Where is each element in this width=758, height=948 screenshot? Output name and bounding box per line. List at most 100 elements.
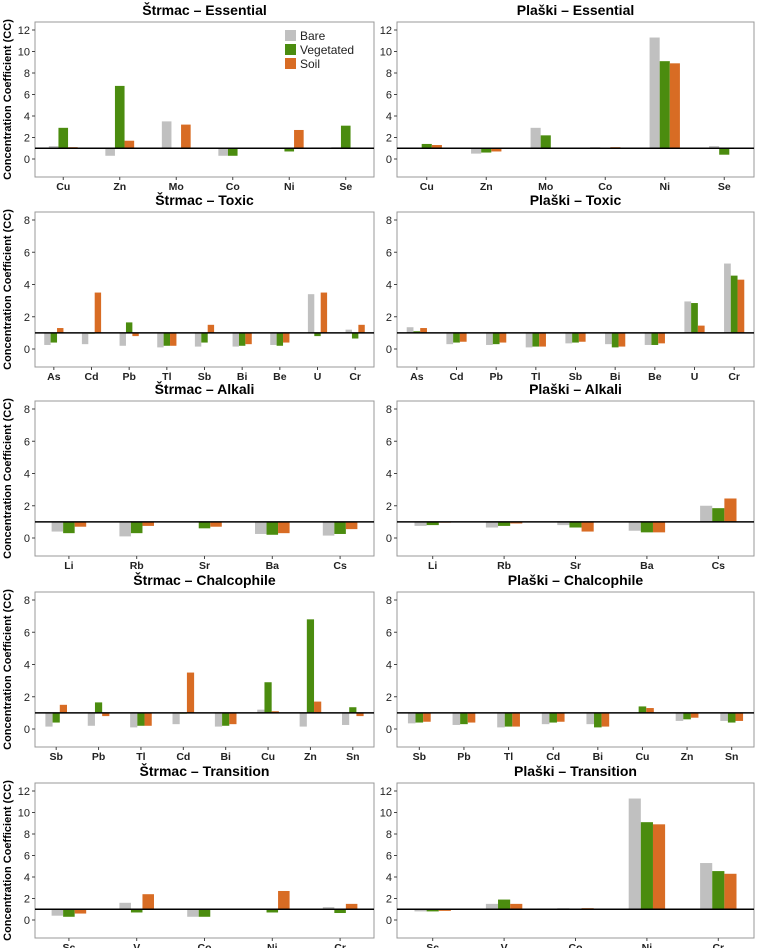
panel-6: Štrmac – Chalcophile 0 2 4 6 8 Concentration C… bbox=[2, 571, 375, 763]
y-tick-label: 2 bbox=[24, 692, 30, 704]
panel-frame bbox=[34, 400, 375, 557]
x-tick-label: As bbox=[47, 371, 61, 383]
bar-soil-u bbox=[697, 325, 705, 333]
bar-vegetated-tl bbox=[532, 332, 540, 347]
bar-vegetated-se bbox=[719, 148, 730, 155]
panel-title: Štrmac – Essential bbox=[142, 1, 267, 18]
bar-bare-cu bbox=[48, 146, 59, 149]
bar-bare-v bbox=[119, 902, 131, 910]
x-tick-label: Cu bbox=[635, 751, 649, 763]
bar-vegetated-zn bbox=[306, 619, 315, 713]
y-tick-label: 2 bbox=[386, 894, 392, 906]
bar-soil-zn bbox=[690, 712, 699, 718]
y-tick-label: 8 bbox=[386, 68, 392, 80]
y-tick-label: 2 bbox=[386, 133, 392, 145]
bar-soil-sr bbox=[210, 521, 222, 527]
bar-bare-zn bbox=[471, 148, 482, 154]
bar-soil-rb bbox=[510, 521, 523, 524]
bar-soil-tl bbox=[512, 712, 520, 727]
panel-title: Plaški – Chalcophile bbox=[508, 572, 644, 588]
bar-vegetated-li bbox=[63, 521, 75, 534]
bar-vegetated-bi bbox=[611, 332, 619, 348]
y-tick-label: 6 bbox=[24, 851, 30, 863]
y-axis-title: Concentration Coefficient (CC) bbox=[2, 19, 14, 180]
y-tick-label: 2 bbox=[24, 133, 30, 145]
bar-vegetated-tl bbox=[163, 332, 171, 346]
bar-bare-cs bbox=[700, 505, 713, 522]
x-tick-label: Ni bbox=[267, 942, 278, 948]
bar-soil-tl bbox=[170, 332, 177, 346]
bar-bare-u bbox=[307, 294, 315, 333]
bar-soil-cr bbox=[737, 279, 745, 333]
panel-frame bbox=[396, 782, 755, 939]
bar-soil-pb bbox=[102, 712, 110, 717]
y-tick-label: 10 bbox=[380, 808, 392, 820]
y-tick-label: 6 bbox=[24, 627, 30, 639]
bar-bare-cr bbox=[345, 329, 352, 333]
x-tick-label: Sr bbox=[199, 560, 210, 572]
panel-title: Plaški – Toxic bbox=[530, 192, 622, 208]
y-tick-label: 2 bbox=[24, 312, 30, 324]
x-tick-label: Tl bbox=[531, 371, 540, 383]
bar-bare-bi bbox=[214, 712, 223, 727]
bar-vegetated-co bbox=[227, 148, 238, 156]
bar-bare-pb bbox=[452, 712, 461, 725]
bar-bare-sr bbox=[557, 521, 570, 526]
bar-soil-cd bbox=[459, 332, 467, 342]
x-tick-label: Mo bbox=[538, 181, 553, 193]
bar-vegetated-ni bbox=[284, 148, 295, 152]
y-tick-label: 8 bbox=[24, 829, 30, 841]
y-tick-label: 6 bbox=[24, 90, 30, 102]
legend-swatch-bare bbox=[285, 30, 296, 41]
bar-vegetated-zn bbox=[683, 712, 691, 720]
x-tick-label: U bbox=[691, 371, 699, 383]
y-tick-label: 12 bbox=[380, 25, 392, 37]
bar-soil-sb bbox=[423, 712, 431, 722]
bar-bare-cr bbox=[724, 263, 731, 333]
x-tick-label: Sb bbox=[49, 751, 62, 763]
panel-5: Plaški – Alkali 0 2 4 6 8 Li Rb Sr Ba Cs bbox=[386, 381, 755, 572]
bar-bare-zn bbox=[299, 712, 307, 727]
y-tick-label: 4 bbox=[386, 660, 392, 672]
legend-swatch-soil bbox=[285, 58, 296, 69]
bar-soil-ni bbox=[278, 890, 290, 910]
bar-soil-pb bbox=[132, 332, 139, 337]
bar-bare-co bbox=[218, 148, 228, 156]
bar-bare-sb bbox=[194, 332, 202, 347]
bar-soil-cs bbox=[345, 521, 358, 530]
bar-soil-be bbox=[658, 332, 665, 344]
x-tick-label: Co bbox=[598, 181, 612, 193]
panel-title: Štrmac – Chalcophile bbox=[133, 571, 276, 588]
y-tick-label: 12 bbox=[380, 786, 392, 798]
bar-bare-ba bbox=[628, 521, 641, 531]
bar-vegetated-tl bbox=[137, 712, 145, 726]
panel-title: Štrmac – Alkali bbox=[155, 380, 255, 397]
x-tick-label: Cd bbox=[450, 371, 464, 383]
x-tick-label: Co bbox=[569, 942, 583, 948]
bar-bare-cd bbox=[446, 332, 454, 345]
panel-frame bbox=[34, 21, 375, 178]
x-tick-label: Zn bbox=[681, 751, 694, 763]
x-tick-label: Li bbox=[428, 560, 437, 572]
x-tick-label: Cr bbox=[334, 942, 346, 948]
x-tick-label: Rb bbox=[497, 560, 511, 572]
bar-vegetated-cs bbox=[334, 521, 346, 534]
bar-soil-sn bbox=[735, 712, 744, 721]
bar-soil-sr bbox=[581, 521, 594, 532]
bar-vegetated-sn bbox=[727, 712, 736, 723]
x-tick-label: Zn bbox=[113, 181, 126, 193]
y-tick-label: 8 bbox=[386, 829, 392, 841]
bar-vegetated-se bbox=[340, 125, 351, 149]
legend-swatch-vegetated bbox=[285, 44, 296, 55]
x-tick-label: Ni bbox=[642, 942, 653, 948]
bar-bare-ba bbox=[255, 521, 267, 534]
x-tick-label: Tl bbox=[136, 751, 145, 763]
x-tick-label: Ba bbox=[640, 560, 654, 572]
bar-bare-tl bbox=[525, 332, 533, 348]
x-tick-label: Co bbox=[226, 181, 240, 193]
bar-bare-bi bbox=[605, 332, 612, 345]
x-tick-label: Cs bbox=[333, 560, 347, 572]
y-tick-label: 10 bbox=[380, 47, 392, 59]
y-axis-title: Concentration Coefficient (CC) bbox=[2, 209, 14, 370]
